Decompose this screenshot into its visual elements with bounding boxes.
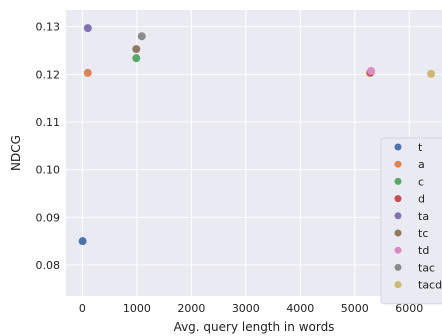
plot-background	[66, 10, 442, 296]
legend-marker-a	[394, 160, 402, 168]
x-tick-label: 6000	[395, 302, 423, 315]
legend-label-td: td	[418, 244, 429, 257]
legend-marker-tc	[394, 229, 402, 237]
data-point-t	[78, 237, 87, 246]
x-tick-labels: 0 1000 2000 3000 4000 5000 6000	[79, 302, 423, 315]
legend-marker-c	[394, 177, 402, 185]
y-tick-label: 0.12	[36, 68, 61, 81]
y-tick-label: 0.13	[36, 21, 61, 34]
y-tick-label: 0.10	[36, 164, 61, 177]
data-point-tacd	[427, 69, 436, 78]
legend-label-t: t	[418, 141, 423, 154]
data-point-td	[367, 67, 376, 76]
x-axis-label: Avg. query length in words	[174, 320, 335, 334]
y-axis-label: NDCG	[9, 135, 23, 171]
legend-marker-td	[394, 246, 402, 254]
data-point-ta	[83, 24, 92, 33]
legend-label-c: c	[418, 175, 424, 188]
x-tick-label: 3000	[232, 302, 260, 315]
legend-label-ta: ta	[418, 210, 429, 223]
y-tick-label: 0.09	[36, 211, 61, 224]
x-tick-label: 0	[79, 302, 86, 315]
data-point-c	[132, 54, 141, 63]
data-point-tc	[132, 45, 141, 54]
data-points	[78, 24, 436, 246]
legend-marker-ta	[394, 212, 402, 220]
y-tick-label: 0.08	[36, 259, 61, 272]
legend-label-a: a	[418, 158, 425, 171]
legend-label-tc: tc	[418, 227, 428, 240]
legend-label-tac: tac	[418, 261, 435, 274]
x-tick-label: 5000	[341, 302, 369, 315]
x-tick-label: 2000	[177, 302, 205, 315]
y-tick-label: 0.11	[36, 116, 61, 129]
legend-label-d: d	[418, 193, 425, 206]
x-tick-label: 4000	[286, 302, 314, 315]
legend-label-tacd: tacd	[418, 279, 442, 292]
legend-marker-tacd	[394, 281, 402, 289]
y-tick-labels: 0.08 0.09 0.10 0.11 0.12 0.13	[36, 21, 61, 272]
legend-marker-d	[394, 195, 402, 203]
data-point-tac	[137, 32, 146, 41]
legend-marker-tac	[394, 263, 402, 271]
legend-marker-t	[394, 143, 402, 151]
data-point-a	[83, 68, 92, 77]
x-tick-label: 1000	[123, 302, 151, 315]
